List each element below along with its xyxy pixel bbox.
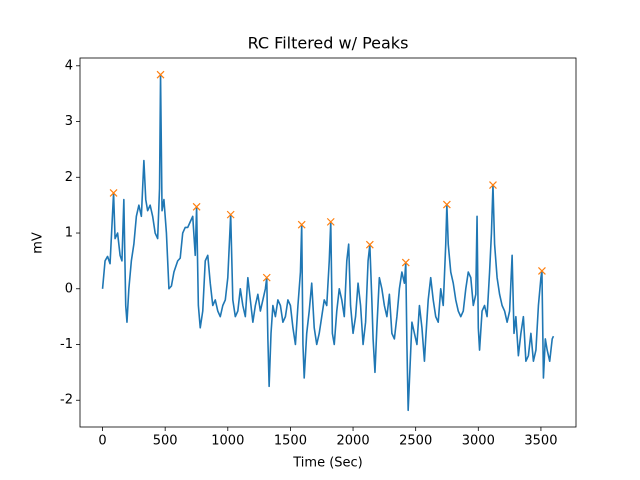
peak-marker (297, 220, 306, 229)
y-tick-label: -1 (60, 337, 73, 352)
x-tick-label: 2500 (399, 434, 432, 449)
peak-marker (401, 258, 410, 267)
y-tick-label: 1 (65, 226, 73, 241)
y-tick-label: -2 (60, 393, 73, 408)
y-tick-label: 2 (65, 170, 73, 185)
chart-title: RC Filtered w/ Peaks (248, 34, 409, 53)
peak-marker (192, 202, 201, 211)
x-tick-label: 2000 (337, 434, 370, 449)
plot-frame (79, 57, 577, 428)
x-axis-label: Time (Sec) (292, 456, 363, 471)
peak-marker (489, 181, 497, 190)
x-tick-label: 3000 (462, 434, 495, 449)
peak-marker (156, 70, 165, 79)
x-tick-label: 1000 (211, 434, 244, 449)
peak-marker (226, 210, 235, 219)
y-tick-label: 0 (65, 281, 73, 296)
x-tick-label: 500 (153, 434, 178, 449)
y-axis-label: mV (31, 232, 46, 254)
peak-marker (538, 267, 546, 275)
peak-marker (326, 217, 335, 226)
x-tick-label: 3500 (524, 434, 557, 449)
x-tick-label: 0 (98, 434, 106, 449)
peak-marker (365, 240, 374, 249)
x-tick-label: 1500 (274, 434, 307, 449)
peak-marker (109, 188, 118, 197)
data-line (101, 73, 555, 412)
y-tick-label: 3 (65, 114, 73, 129)
peak-marker (262, 273, 271, 282)
peak-marker (442, 200, 451, 209)
y-tick-label: 4 (65, 58, 73, 73)
